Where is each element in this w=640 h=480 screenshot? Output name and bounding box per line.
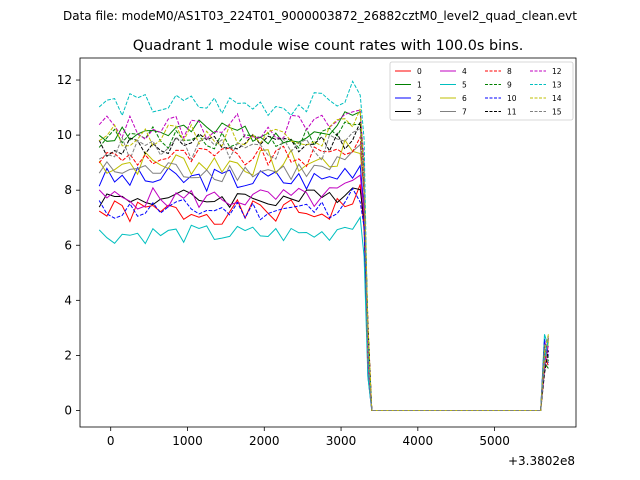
y-tick-label: 6 xyxy=(64,238,72,252)
series-line-2 xyxy=(98,164,549,411)
series-line-14 xyxy=(98,108,549,411)
x-tick-label: 2000 xyxy=(249,434,280,448)
y-tick-label: 4 xyxy=(64,293,72,307)
series-line-5 xyxy=(98,215,549,411)
series-line-10 xyxy=(98,187,549,411)
chart-title: Quadrant 1 module wise count rates with … xyxy=(133,38,524,54)
y-tick-label: 8 xyxy=(64,183,72,197)
legend-label-3: 3 xyxy=(417,108,422,117)
series-line-3 xyxy=(98,187,549,411)
legend-label-2: 2 xyxy=(417,94,422,103)
series-line-1 xyxy=(98,110,549,411)
legend-label-0: 0 xyxy=(417,67,422,76)
x-tick-label: 5000 xyxy=(479,434,510,448)
legend-label-6: 6 xyxy=(462,94,467,103)
legend-label-7: 7 xyxy=(462,108,467,117)
series-line-15 xyxy=(98,127,549,411)
series-line-4 xyxy=(98,174,549,411)
figure-suptitle: Data file: modeM0/AS1T03_224T01_90000038… xyxy=(63,9,577,23)
series-line-8 xyxy=(98,135,549,411)
legend-label-8: 8 xyxy=(507,67,512,76)
y-tick-label: 0 xyxy=(64,403,72,417)
plot-area xyxy=(98,80,549,411)
legend-label-4: 4 xyxy=(462,67,467,76)
legend-label-14: 14 xyxy=(552,94,562,103)
y-tick-label: 12 xyxy=(57,73,72,87)
legend-label-5: 5 xyxy=(462,81,467,90)
y-tick-label: 2 xyxy=(64,348,72,362)
legend-label-9: 9 xyxy=(507,81,512,90)
x-tick-label: 1000 xyxy=(172,434,203,448)
x-tick-label: 3000 xyxy=(326,434,357,448)
series-line-12 xyxy=(98,109,549,411)
x-tick-label: 4000 xyxy=(403,434,434,448)
series-line-6 xyxy=(98,138,549,411)
series-line-7 xyxy=(98,143,549,411)
legend-label-12: 12 xyxy=(552,67,562,76)
legend-box xyxy=(389,61,574,121)
x-offset-label: +3.3802e8 xyxy=(508,454,575,468)
legend-label-10: 10 xyxy=(507,94,517,103)
series-line-0 xyxy=(98,184,549,411)
y-tick-label: 10 xyxy=(57,128,72,142)
legend-label-13: 13 xyxy=(552,81,562,90)
axes-frame xyxy=(79,57,577,428)
legend-label-11: 11 xyxy=(507,108,517,117)
x-tick-label: 0 xyxy=(107,434,115,448)
legend-label-1: 1 xyxy=(417,81,422,90)
legend-label-15: 15 xyxy=(552,108,562,117)
series-line-13 xyxy=(98,80,549,411)
